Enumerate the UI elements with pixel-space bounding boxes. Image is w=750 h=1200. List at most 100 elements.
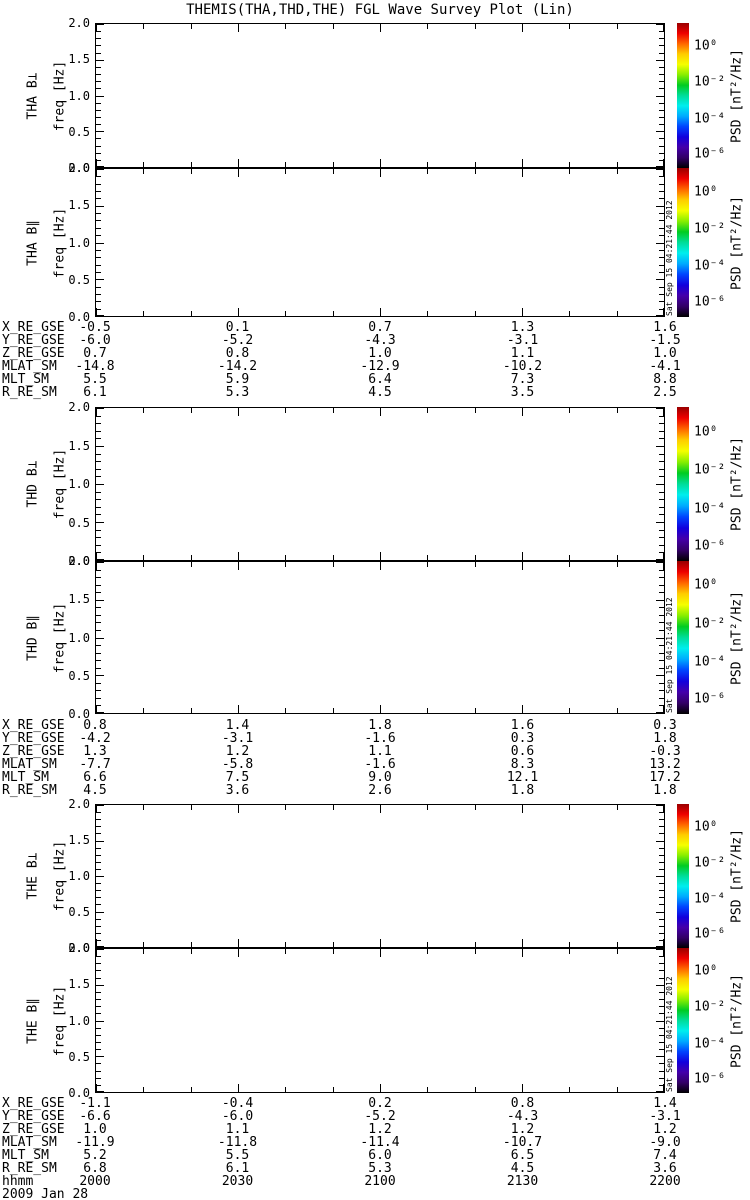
colorbar-tick-label: 10⁰	[694, 577, 718, 593]
y-tick	[659, 469, 664, 470]
y-tick	[96, 630, 101, 631]
ephemeris-value: 1.0	[83, 1122, 107, 1137]
x-tick	[333, 562, 334, 567]
y-tick	[659, 176, 664, 177]
x-tick	[191, 24, 192, 29]
panel-name-label: THE B∥	[25, 997, 41, 1044]
x-tick	[427, 169, 428, 174]
y-tick	[96, 683, 101, 684]
y-tick	[96, 805, 104, 806]
y-tick	[96, 287, 101, 288]
y-tick	[659, 198, 664, 199]
y-tick	[659, 883, 664, 884]
y-tick	[96, 60, 104, 61]
y-tick	[659, 45, 664, 46]
y-tick	[96, 600, 104, 601]
y-tick-label: 0.0	[68, 1086, 90, 1100]
ephemeris-value: -10.7	[502, 1135, 543, 1150]
ephemeris-value: -14.2	[217, 359, 258, 374]
y-tick-label: 2.0	[68, 16, 90, 30]
ephemeris-value: 0.3	[510, 731, 535, 746]
psd-colorbar	[677, 407, 689, 561]
ephemeris-value: 1.1	[225, 1122, 250, 1137]
y-tick	[96, 110, 101, 111]
x-tick	[96, 408, 97, 416]
ephemeris-value: 1.2	[653, 1122, 677, 1137]
y-tick	[96, 146, 101, 147]
x-tick	[333, 805, 334, 810]
y-tick	[659, 507, 664, 508]
x-tick	[569, 408, 570, 413]
y-tick-label: 1.0	[68, 630, 90, 645]
ephemeris-row-label: R_RE_SM	[2, 385, 57, 400]
y-tick	[96, 24, 104, 25]
y-tick	[96, 206, 104, 207]
y-tick	[656, 166, 664, 167]
x-tick	[617, 24, 618, 29]
y-tick	[656, 131, 664, 132]
y-tick	[96, 819, 101, 820]
y-tick	[96, 552, 101, 553]
y-tick	[96, 153, 101, 154]
x-tick	[475, 169, 476, 174]
y-tick-label: 2.0	[68, 400, 90, 414]
x-tick	[475, 1087, 476, 1092]
x-tick	[380, 552, 381, 560]
x-tick	[380, 562, 381, 570]
y-tick	[659, 812, 664, 813]
y-tick	[96, 191, 101, 192]
colorbar-tick-label: 10⁻²	[694, 855, 726, 871]
time-axis-label: hhmm	[2, 1174, 34, 1189]
y-tick	[96, 645, 101, 646]
y-tick	[659, 919, 664, 920]
x-tick	[427, 708, 428, 713]
psd-axis-label: PSD [nT²/Hz]	[729, 195, 745, 290]
y-tick	[659, 904, 664, 905]
x-tick	[143, 805, 144, 810]
panel-name-label: THD B∥	[25, 614, 41, 661]
ephemeris-value: 3.5	[510, 385, 535, 400]
x-tick	[191, 1087, 192, 1092]
ephemeris-value: 7.4	[653, 1148, 677, 1163]
y-tick	[659, 103, 664, 104]
ephemeris-value: -6.0	[221, 1109, 254, 1124]
y-tick	[659, 1078, 664, 1079]
y-tick	[96, 956, 101, 957]
y-tick	[96, 265, 101, 266]
freq-axis-label: freq [Hz]	[52, 602, 68, 673]
ephemeris-row-label: X_RE_GSE	[2, 320, 65, 335]
y-tick-label: 1.5	[68, 438, 90, 453]
y-tick	[659, 184, 664, 185]
y-tick	[96, 38, 101, 39]
ephemeris-value: -3.1	[506, 333, 539, 348]
y-tick	[96, 522, 104, 523]
x-tick	[617, 562, 618, 567]
y-tick	[659, 1042, 664, 1043]
y-tick	[659, 926, 664, 927]
x-tick	[143, 408, 144, 413]
x-tick	[427, 562, 428, 567]
y-tick	[656, 60, 664, 61]
y-tick	[96, 1028, 101, 1029]
y-tick	[659, 461, 664, 462]
spectrogram-panel	[95, 168, 665, 317]
ephemeris-value: 0.3	[653, 718, 677, 733]
y-tick-label: 2.0	[68, 161, 90, 175]
x-tick	[285, 562, 286, 567]
x-tick	[191, 805, 192, 810]
ephemeris-value: 8.3	[510, 757, 535, 772]
y-tick	[659, 228, 664, 229]
y-tick-label: 0.5	[68, 668, 90, 683]
y-tick	[96, 826, 101, 827]
y-tick	[659, 431, 664, 432]
x-tick	[522, 159, 523, 167]
x-tick	[663, 939, 664, 947]
ephemeris-row-label: MLAT_SM	[2, 757, 57, 772]
ephemeris-value: 5.3	[368, 1161, 392, 1176]
x-tick	[522, 562, 523, 570]
x-tick	[663, 705, 664, 713]
y-tick	[659, 855, 664, 856]
y-tick	[656, 675, 664, 676]
y-tick	[659, 698, 664, 699]
y-tick	[96, 176, 101, 177]
